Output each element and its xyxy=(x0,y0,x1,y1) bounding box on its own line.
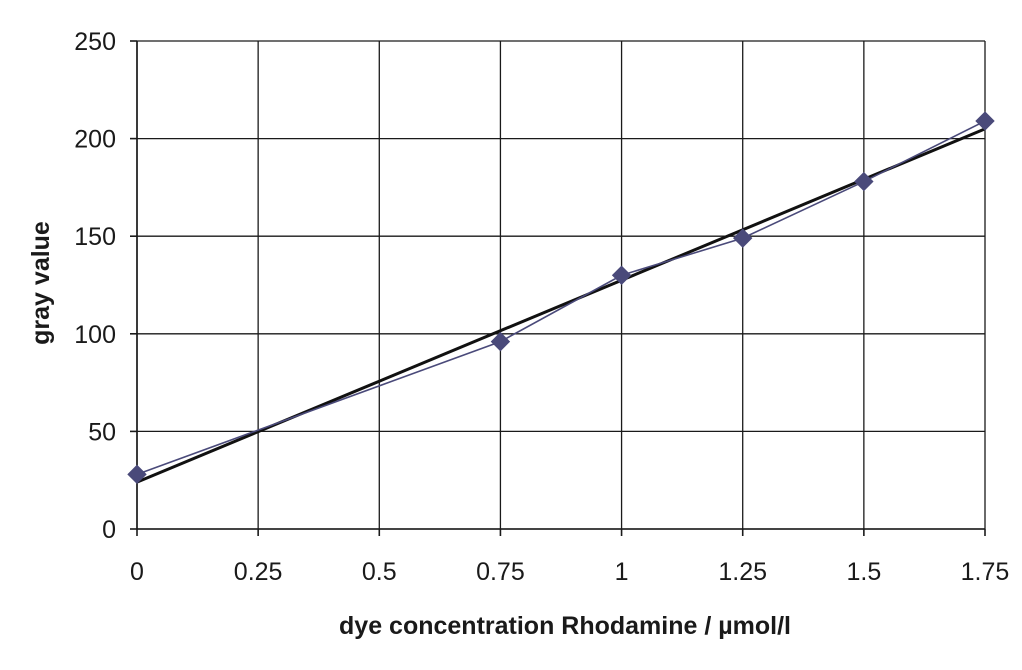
x-tick-label: 0.25 xyxy=(234,558,283,586)
data-point-marker xyxy=(854,171,874,192)
x-tick-label: 0.75 xyxy=(476,558,525,586)
y-tick-label: 0 xyxy=(102,516,116,544)
x-axis-title: dye concentration Rhodamine / µmol/l xyxy=(339,612,791,640)
data-point-marker xyxy=(611,265,632,285)
x-tick-label: 1.75 xyxy=(961,558,1010,586)
y-tick-label: 150 xyxy=(74,223,116,251)
y-tick-label: 100 xyxy=(74,321,116,349)
y-tick-label: 200 xyxy=(74,126,116,154)
tick-labels: 0 0.25 0.5 0.75 1 1.25 1.5 1.75 0 50 100 150 200 250 xyxy=(74,28,1009,586)
series-line xyxy=(136,120,986,476)
y-axis-title: gray value xyxy=(27,221,55,345)
axes xyxy=(130,40,986,536)
x-tick-label: 1 xyxy=(615,558,629,586)
grid xyxy=(136,40,986,530)
data-point-marker xyxy=(975,111,995,131)
data-point-marker xyxy=(127,464,147,485)
x-tick-label: 0.5 xyxy=(362,558,397,586)
x-tick-label: 0 xyxy=(130,558,144,586)
data-point-marker xyxy=(490,331,511,352)
data-series xyxy=(127,111,995,485)
y-tick-label: 50 xyxy=(88,418,116,446)
x-tick-label: 1.5 xyxy=(846,558,881,586)
y-tick-label: 250 xyxy=(74,28,116,56)
x-tick-label: 1.25 xyxy=(718,558,767,586)
data-point-marker xyxy=(733,228,753,248)
